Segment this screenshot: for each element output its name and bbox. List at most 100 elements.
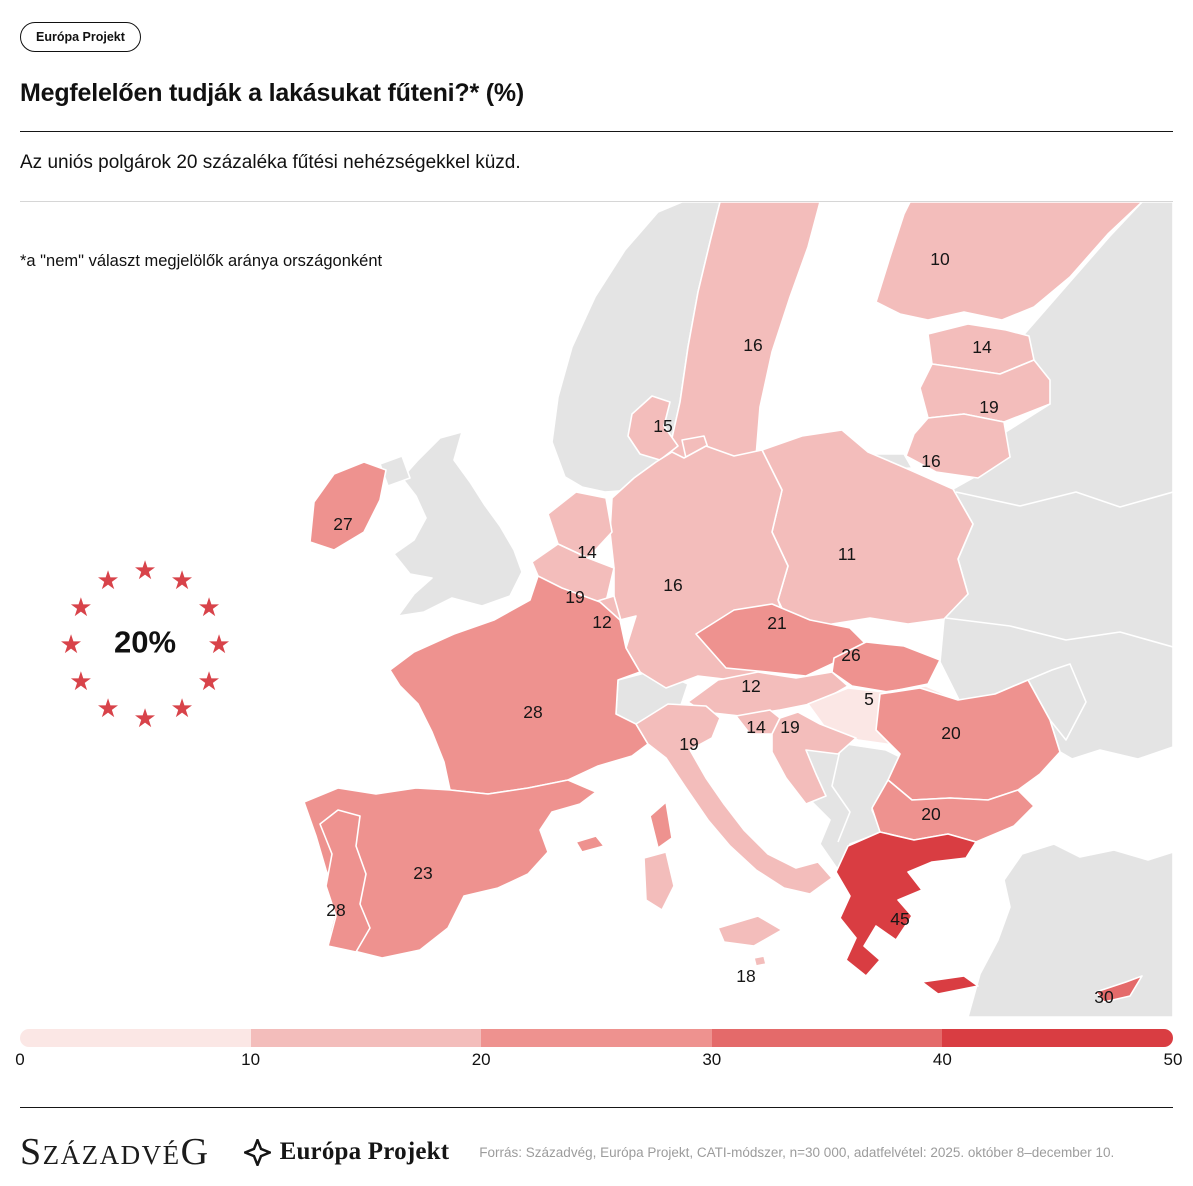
badge-label: Európa Projekt	[36, 30, 125, 44]
value-label-germany: 16	[663, 575, 682, 595]
eu-star-icon: ★	[197, 592, 221, 622]
value-label-ireland: 27	[333, 514, 352, 534]
color-scale-ticks: 0 10 20 30 40 50	[15, 1047, 1182, 1071]
europa-projekt-logo-text: Európa Projekt	[279, 1138, 450, 1165]
region-sardinia	[643, 851, 675, 911]
szazadveg-logo-mid: ZÁZADVÉ	[42, 1140, 181, 1170]
value-label-latvia: 19	[979, 397, 998, 417]
color-scale-segment-3	[711, 1029, 943, 1047]
country-france	[389, 575, 649, 795]
value-label-luxembourg: 12	[592, 612, 611, 632]
value-label-belgium: 19	[565, 587, 584, 607]
color-scale-tick-0: 0	[15, 1050, 25, 1069]
eu-average-value: 20%	[113, 624, 177, 660]
value-label-hungary: 5	[864, 689, 874, 709]
value-label-greece: 45	[890, 909, 909, 929]
szazadveg-logo-final: G	[180, 1131, 210, 1173]
footer: SZÁZADVÉG Európa Projekt Forrás: Századv…	[20, 1126, 1173, 1178]
value-label-portugal: 28	[326, 900, 345, 920]
value-label-finland: 10	[930, 249, 950, 269]
region-sicily	[717, 915, 783, 947]
country-value-labels: 10 16 14 19 16 15 27 14 19 12 16 11 21 26 12 5 14 19 19 28 2…	[326, 249, 1114, 1007]
country-romania	[875, 679, 1061, 801]
border-bosnia-serbia	[831, 749, 851, 843]
country-malta	[753, 955, 767, 967]
szazadveg-logo-initial: S	[20, 1131, 43, 1173]
eu-star-icon: ★	[197, 666, 221, 696]
eu-star-icon: ★	[207, 629, 231, 659]
country-greece	[835, 831, 977, 977]
subtitle: Az uniós polgárok 20 százaléka fűtési ne…	[20, 152, 521, 173]
page-title: Megfelelően tudják a lakásukat fűteni?* …	[20, 79, 525, 107]
szazadveg-logo: SZÁZADVÉG	[20, 1133, 210, 1171]
eu-star-icon: ★	[170, 564, 194, 595]
value-label-cyprus: 30	[1094, 987, 1114, 1007]
value-label-malta: 18	[736, 966, 755, 986]
color-scale-bar	[20, 1029, 1173, 1047]
divider-top	[20, 131, 1173, 132]
color-scale-tick-50: 50	[1163, 1050, 1183, 1069]
country-portugal	[319, 809, 371, 953]
value-label-estonia: 14	[972, 337, 992, 357]
value-label-croatia: 19	[780, 717, 799, 737]
region-balearics	[575, 835, 605, 853]
value-label-romania: 20	[941, 723, 961, 743]
eu-star-icon: ★	[133, 555, 157, 585]
divider-subtitle	[20, 201, 1173, 202]
country-ireland	[309, 461, 387, 551]
region-northern-ireland	[379, 455, 411, 487]
value-label-austria: 12	[741, 676, 760, 696]
country-latvia	[919, 359, 1051, 423]
country-croatia	[771, 711, 857, 805]
country-spain	[303, 779, 597, 959]
divider-footer	[20, 1107, 1173, 1108]
eu-star-icon: ★	[133, 703, 157, 733]
value-label-bulgaria: 20	[921, 804, 941, 824]
value-label-sweden: 16	[743, 335, 762, 355]
value-label-france: 28	[523, 702, 542, 722]
map-footnote: *a "nem" választ megjelölők aránya orszá…	[20, 252, 383, 270]
country-finland	[875, 202, 1143, 321]
europa-projekt-badge: Európa Projekt	[20, 22, 141, 52]
source-note: Forrás: Századvég, Európa Projekt, CATI-…	[479, 1144, 1115, 1160]
country-cyprus	[1095, 975, 1143, 1003]
color-scale-segment-4	[942, 1029, 1173, 1047]
eu-average-badge: 20% ★ ★ ★ ★ ★ ★ ★ ★ ★ ★ ★ ★	[45, 544, 245, 744]
value-label-netherlands: 14	[577, 542, 597, 562]
value-label-denmark: 15	[653, 416, 672, 436]
color-scale-tick-40: 40	[932, 1050, 952, 1069]
value-label-poland: 11	[838, 544, 856, 564]
color-scale: 0 10 20 30 40 50	[15, 1029, 1182, 1075]
country-denmark	[627, 395, 679, 461]
eu-star-icon: ★	[69, 592, 93, 622]
europe-choropleth-map: *a "nem" választ megjelölők aránya orszá…	[20, 202, 1173, 1017]
color-scale-segment-2	[481, 1029, 712, 1047]
country-austria	[687, 671, 849, 717]
value-label-slovenia: 14	[746, 717, 766, 737]
value-label-lithuania: 16	[921, 451, 940, 471]
country-turkey	[967, 843, 1173, 1017]
color-scale-tick-10: 10	[241, 1050, 261, 1069]
color-scale-segment-0	[20, 1029, 251, 1047]
border-belarus-russia	[955, 491, 1173, 508]
map-canvas: 10 16 14 19 16 15 27 14 19 12 16 11 21 26 12 5 14 19 19 28 2…	[303, 202, 1173, 1017]
eu-star-icon: ★	[96, 564, 120, 595]
eu-star-icon: ★	[69, 666, 93, 696]
region-crete	[921, 975, 979, 995]
country-united-kingdom	[393, 431, 523, 617]
value-label-italy: 19	[679, 734, 698, 754]
border-belarus-ukraine	[945, 617, 1173, 648]
eu-star-icon: ★	[96, 693, 120, 724]
value-label-spain: 23	[413, 863, 432, 883]
color-scale-tick-30: 30	[702, 1050, 722, 1069]
europa-projekt-logo: Európa Projekt	[243, 1138, 450, 1166]
four-point-star-icon	[243, 1138, 271, 1166]
region-corsica	[649, 801, 673, 849]
country-italy	[635, 703, 833, 895]
color-scale-tick-20: 20	[471, 1050, 491, 1069]
value-label-slovakia: 26	[841, 645, 860, 665]
eu-star-icon: ★	[170, 693, 194, 724]
color-scale-segment-1	[250, 1029, 482, 1047]
value-label-czechia: 21	[767, 613, 786, 633]
country-lithuania	[905, 413, 1011, 479]
